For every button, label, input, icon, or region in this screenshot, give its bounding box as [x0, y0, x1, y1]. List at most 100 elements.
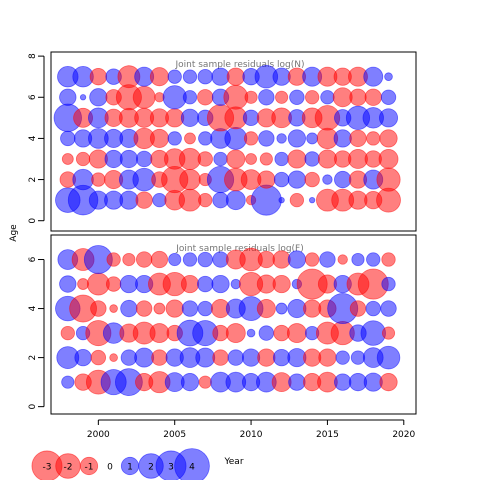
residual-bubble: [288, 373, 306, 391]
residual-bubble: [79, 94, 87, 101]
residual-bubble: [182, 90, 198, 105]
residual-bubble: [379, 129, 398, 148]
residual-bubble: [197, 251, 213, 268]
residual-bubble: [303, 299, 322, 318]
residual-bubble: [304, 171, 320, 188]
residual-bubble: [152, 192, 167, 208]
residual-bubble: [198, 375, 212, 389]
residual-bubble: [181, 300, 199, 317]
residual-bubble: [134, 347, 155, 368]
residual-bubble: [272, 250, 291, 269]
residual-bubble: [303, 348, 322, 367]
panel-logF-bubbles: [55, 245, 401, 397]
residual-bubble: [197, 151, 213, 167]
residual-bubble: [349, 129, 367, 148]
residual-bubble: [180, 274, 200, 294]
residual-bubble: [132, 85, 156, 109]
legend-label: -1: [85, 463, 94, 473]
residual-bubble: [61, 375, 75, 389]
residual-bubble: [318, 348, 337, 367]
residual-bubble: [178, 147, 202, 171]
residual-bubble: [59, 275, 77, 293]
y-axis-title: Age: [9, 224, 19, 242]
residual-bubble: [149, 67, 169, 87]
x-tick-label: 2020: [392, 430, 415, 440]
residual-bubble: [91, 172, 106, 187]
legend-bubble: [79, 456, 99, 476]
residual-bubble: [198, 192, 213, 208]
legend-label: 0: [107, 463, 113, 473]
residual-bubble: [366, 252, 381, 267]
residual-bubble: [90, 349, 107, 366]
residual-bubble: [250, 184, 282, 216]
residual-bubble: [182, 69, 198, 84]
residual-bubble: [272, 274, 291, 294]
residual-bubble: [376, 167, 401, 192]
residual-bubble: [274, 151, 289, 167]
residual-bubble: [178, 188, 202, 212]
residual-bubble: [184, 132, 196, 145]
residual-bubble: [306, 132, 319, 145]
panel-logN-frame: [50, 51, 417, 232]
residual-bubble: [211, 274, 230, 294]
x-tick-label: 2015: [316, 430, 339, 440]
legend-label: 1: [127, 463, 133, 473]
residual-bubble: [150, 250, 169, 269]
residual-bubble: [376, 345, 401, 370]
legend-label: 3: [168, 463, 174, 473]
residual-bubble: [275, 90, 289, 104]
residual-bubble: [168, 252, 182, 267]
residual-bubble: [258, 325, 275, 341]
panel-logN: Joint sample residuals log(N) 0 2 4 6 8: [28, 51, 417, 232]
residual-bubble: [376, 187, 401, 213]
residual-bubble: [167, 131, 182, 146]
residual-bubble: [349, 300, 367, 317]
x-tick-label: 2010: [240, 430, 263, 440]
residual-bubble: [258, 89, 275, 106]
residual-bubble: [335, 350, 350, 365]
residual-bubble: [363, 66, 384, 87]
residual-bubble: [225, 190, 246, 211]
residual-bubble: [360, 320, 386, 346]
residual-bubble: [119, 190, 139, 210]
y-tick-label: 4: [28, 305, 38, 311]
residual-bubble: [74, 348, 92, 367]
residual-bubble: [334, 373, 352, 391]
residual-bubble: [75, 151, 91, 167]
residual-bubble: [258, 130, 275, 147]
residual-bubble: [256, 299, 276, 319]
residual-bubble: [245, 153, 257, 165]
residual-bubble: [60, 130, 76, 147]
residual-bubble: [378, 108, 399, 128]
residual-bubble: [337, 254, 348, 265]
residual-bubble: [227, 349, 244, 366]
residual-bubble: [273, 171, 290, 188]
x-axis-title: Year: [223, 457, 243, 467]
residual-bubble: [104, 149, 123, 169]
residual-bubble: [224, 127, 248, 150]
x-tick-label: 2005: [163, 430, 186, 440]
legend-label: -3: [43, 463, 52, 473]
residual-bubble: [212, 349, 229, 366]
residual-bubble: [72, 168, 94, 191]
residual-bubble: [381, 252, 396, 267]
residual-bubble: [223, 84, 249, 110]
panel-logN-y-axis: 0 2 4 6 8: [28, 53, 45, 224]
residual-bubble: [241, 348, 261, 367]
residual-bubble: [246, 328, 256, 338]
residual-bubble: [333, 129, 352, 148]
residual-bubble: [119, 274, 138, 294]
residual-bubble: [109, 304, 118, 313]
y-tick-label: 6: [28, 94, 38, 100]
residual-bubble: [257, 170, 276, 189]
residual-bubble: [226, 149, 246, 169]
residual-bubble: [242, 109, 260, 127]
y-tick-label: 2: [28, 177, 38, 183]
panel-logN-title: Joint sample residuals log(N): [174, 60, 304, 70]
residual-bubble: [349, 88, 367, 106]
residual-bubble: [287, 129, 306, 148]
panel-logN-bubbles: [53, 64, 401, 216]
residual-bubble: [59, 88, 77, 106]
x-axis: 2000 2005 2010 2015 2020: [87, 419, 416, 440]
